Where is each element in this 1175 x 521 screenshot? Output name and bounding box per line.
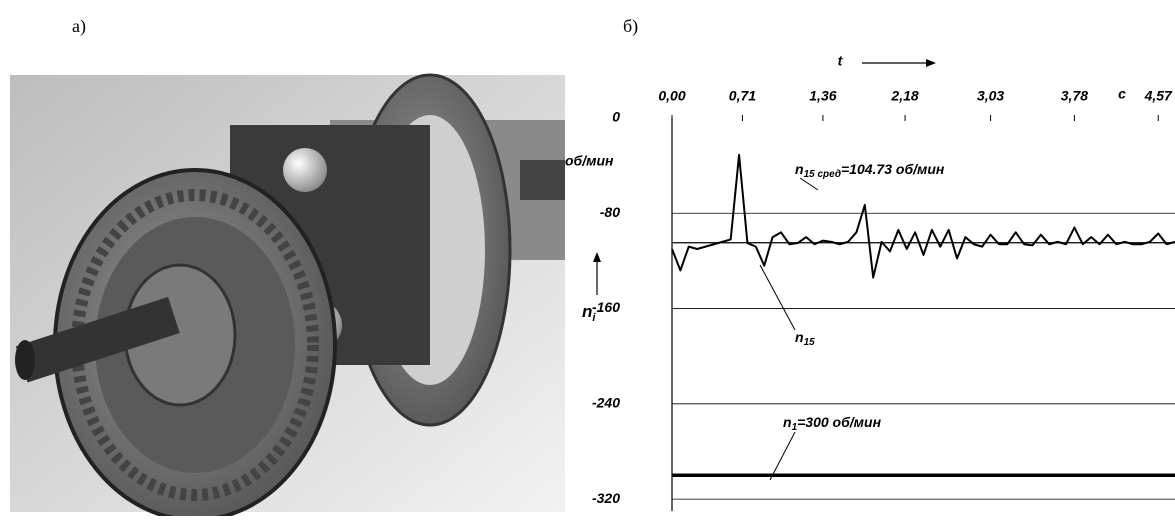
leader-line xyxy=(759,264,796,331)
panel-label: а) xyxy=(72,16,86,37)
render-image xyxy=(10,73,565,521)
annotation-rest: =300 об/мин xyxy=(797,414,881,430)
annotation-sub: 15 сред xyxy=(804,169,841,180)
x-tick-label: 1,36 xyxy=(809,88,836,104)
y-tick-label: -240 xyxy=(592,395,620,411)
annotation-sub: 1 xyxy=(792,422,798,433)
panel-label: б) xyxy=(623,16,638,37)
chart: 0 -80 -160 -240 -320 0,00 0,71 1,36 2,18 3,03 3,78… xyxy=(565,53,1175,511)
annotation: n15 xyxy=(795,329,815,348)
arrow-head xyxy=(926,59,936,67)
y-tick-label: -320 xyxy=(592,490,620,506)
x-tick-label: 4,57 xyxy=(1144,88,1173,104)
x-tick-label: 3,78 xyxy=(1061,88,1088,104)
y-axis-label: ni xyxy=(582,302,596,323)
annotation-main: n xyxy=(795,161,804,177)
x-tick-label: 0,71 xyxy=(729,88,756,104)
series-line xyxy=(671,153,1175,279)
annotation-rest: =104.73 об/мин xyxy=(841,161,945,177)
annotation-main: n xyxy=(795,329,804,345)
x-unit: с xyxy=(1118,86,1126,102)
y-tick-label: -80 xyxy=(600,204,620,220)
x-tick-label: 0,00 xyxy=(658,88,685,104)
annotation: n1=300 об/мин xyxy=(783,414,882,433)
annotation-main: n xyxy=(783,414,792,430)
y-unit: об/мин xyxy=(565,153,614,169)
x-tick-label: 2,18 xyxy=(890,88,918,104)
annotation: n15 сред=104.73 об/мин xyxy=(795,161,945,180)
x-axis-label: t xyxy=(838,53,844,69)
arrow-head xyxy=(593,252,601,262)
x-tick-label: 3,03 xyxy=(977,88,1004,104)
y-label-sub: i xyxy=(592,312,596,324)
leader-line xyxy=(799,177,819,191)
y-label-main: n xyxy=(582,302,592,321)
y-tick-label: -160 xyxy=(592,299,620,315)
y-tick-label: 0 xyxy=(612,109,620,125)
annotation-sub: 15 xyxy=(804,337,816,348)
leader-line xyxy=(769,431,796,481)
